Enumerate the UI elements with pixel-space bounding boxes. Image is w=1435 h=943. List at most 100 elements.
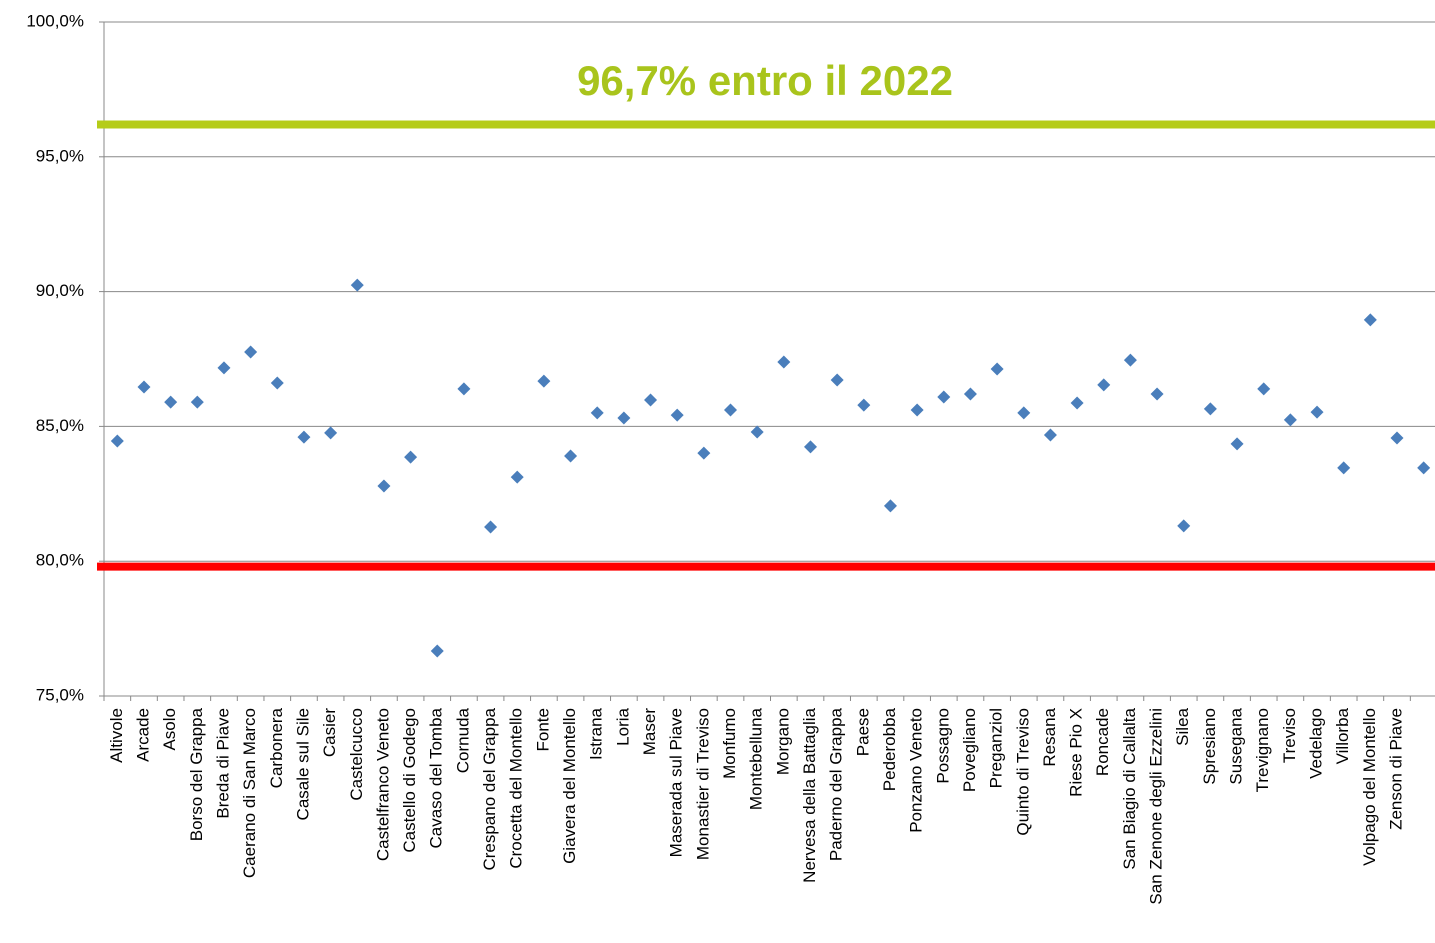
marker: [110, 434, 124, 448]
x-tick-label: Casale sul Sile: [293, 708, 312, 820]
x-tick-label: Quinto di Treviso: [1013, 708, 1032, 836]
x-tick-label: Paderno del Grappa: [827, 707, 846, 861]
x-tick-label: Preganziol: [987, 708, 1006, 788]
y-tick-label: 75,0%: [36, 685, 84, 704]
marker: [350, 278, 364, 292]
marker: [457, 382, 471, 396]
marker: [564, 449, 578, 463]
marker: [484, 520, 498, 534]
marker: [697, 446, 711, 460]
marker: [644, 393, 658, 407]
x-tick-label: Crocetta del Montello: [507, 708, 526, 869]
x-tick-label: Spresiano: [1200, 708, 1219, 785]
x-tick-label: Breda di Piave: [213, 708, 232, 819]
y-tick-label: 90,0%: [36, 281, 84, 300]
marker: [377, 479, 391, 493]
marker: [803, 440, 817, 454]
x-tick-label: Altivole: [107, 708, 126, 763]
marker: [1310, 405, 1324, 419]
x-tick-label: Ponzano Veneto: [907, 708, 926, 833]
x-tick-label: Cornuda: [453, 707, 472, 773]
marker: [137, 380, 151, 394]
annotation: 96,7% entro il 2022: [577, 57, 953, 104]
x-tick-label: Carbonera: [267, 707, 286, 788]
marker: [510, 470, 524, 484]
x-tick-label: Castelfranco Veneto: [373, 708, 392, 861]
x-tick-label: Vedelago: [1307, 708, 1326, 779]
x-tick-label: Nervesa della Battaglia: [800, 707, 819, 882]
x-tick-label: Possagno: [933, 708, 952, 784]
x-tick-label: Cavaso del Tomba: [427, 707, 446, 848]
x-tick-label: Zenson di Piave: [1386, 708, 1405, 830]
x-tick-label: Loria: [613, 707, 632, 745]
x-tick-label: Asolo: [160, 708, 179, 751]
x-tick-label: Susegana: [1227, 707, 1246, 784]
marker: [1257, 382, 1271, 396]
marker: [1097, 378, 1111, 392]
marker: [404, 450, 418, 464]
x-tick-label: Roncade: [1093, 708, 1112, 776]
marker: [430, 644, 444, 658]
marker: [1070, 396, 1084, 410]
x-tick-label: Povegliano: [960, 708, 979, 792]
marker: [1363, 313, 1377, 327]
marker: [324, 426, 338, 440]
marker: [883, 499, 897, 513]
x-tick-label: Trevignano: [1253, 708, 1272, 792]
marker: [1150, 387, 1164, 401]
x-tick-label: Riese Pio X: [1067, 708, 1086, 797]
x-tick-label: Fonte: [533, 708, 552, 751]
marker: [244, 345, 258, 359]
x-tick-label: San Zenone degli Ezzelini: [1147, 708, 1166, 905]
marker: [1043, 428, 1057, 442]
x-tick-label: Monastier di Treviso: [693, 708, 712, 860]
y-tick-label: 85,0%: [36, 416, 84, 435]
marker: [1017, 406, 1031, 420]
x-tick-label: Crespano del Grappa: [480, 707, 499, 870]
x-tick-label: Morgano: [773, 708, 792, 775]
marker: [724, 403, 738, 417]
x-tick-label: Silea: [1173, 707, 1192, 745]
x-tick-label: Castello di Godego: [400, 708, 419, 853]
x-tick-label: Maserada sul Piave: [667, 708, 686, 857]
marker: [537, 374, 551, 388]
marker: [750, 425, 764, 439]
x-tick-label: Castelcucco: [347, 708, 366, 801]
x-tick-label: Maser: [640, 708, 659, 756]
x-tick-label: Resana: [1040, 707, 1059, 766]
marker: [297, 430, 311, 444]
marker: [777, 355, 791, 369]
marker: [963, 387, 977, 401]
marker: [164, 395, 178, 409]
marker: [990, 362, 1004, 376]
x-tick-label: Treviso: [1280, 708, 1299, 763]
marker: [1177, 519, 1191, 533]
x-tick-label: San Biagio di Callalta: [1120, 707, 1139, 869]
marker: [1337, 461, 1351, 475]
x-tick-label: Monfumo: [720, 708, 739, 779]
x-tick-label: Casier: [320, 708, 339, 757]
marker: [1203, 402, 1217, 416]
y-tick-label: 95,0%: [36, 146, 84, 165]
y-tick-label: 80,0%: [36, 551, 84, 570]
x-tick-label: Borso del Grappa: [187, 707, 206, 841]
x-tick-label: Istrana: [587, 707, 606, 760]
marker: [1390, 431, 1404, 445]
x-tick-label: Arcade: [133, 708, 152, 762]
marker: [270, 376, 284, 390]
marker: [590, 406, 604, 420]
x-tick-label: Pederobba: [880, 707, 899, 791]
x-tick-label: Villorba: [1333, 707, 1352, 764]
x-tick-label: Volpago del Montello: [1360, 708, 1379, 866]
marker: [190, 395, 204, 409]
marker: [217, 361, 231, 375]
x-tick-label: Caerano di San Marco: [240, 708, 259, 878]
marker: [910, 403, 924, 417]
x-tick-label: Montebelluna: [747, 707, 766, 810]
marker: [670, 408, 684, 422]
y-tick-label: 100,0%: [26, 11, 84, 30]
x-tick-label: Giavera del Montello: [560, 708, 579, 864]
marker: [1123, 353, 1137, 367]
marker: [830, 373, 844, 387]
